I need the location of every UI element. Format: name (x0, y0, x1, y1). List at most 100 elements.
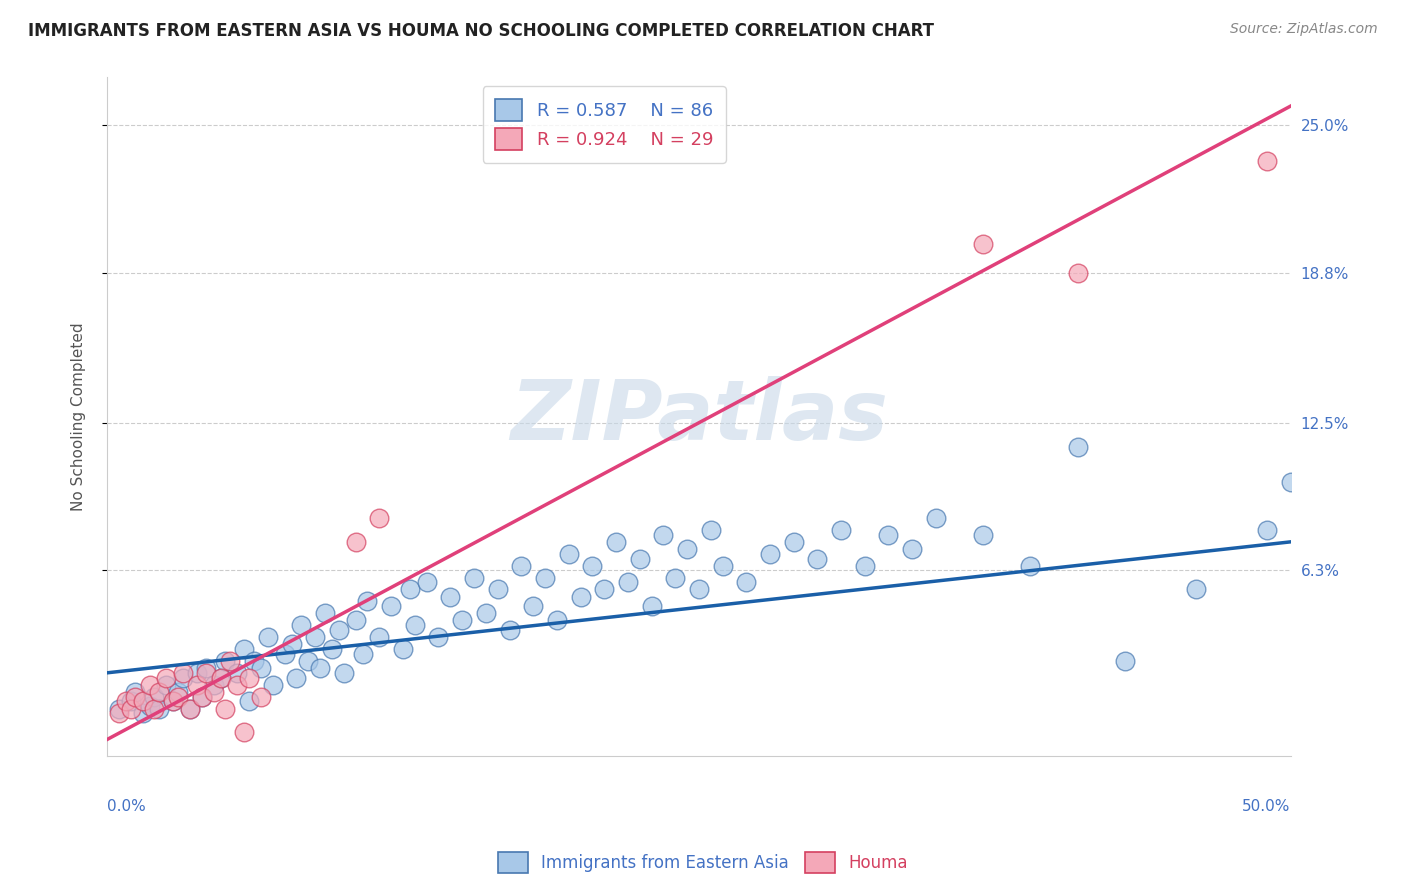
Point (138, 699, 160, 714)
Point (664, 570, 686, 584)
Point (309, 661, 332, 675)
Point (297, 654, 319, 668)
Point (143, 701, 166, 715)
Point (167, 685, 190, 699)
Text: ZIPatlas: ZIPatlas (510, 376, 887, 458)
Point (131, 706, 153, 721)
Point (250, 661, 273, 675)
Point (486, 582, 509, 597)
Point (238, 671, 260, 685)
Point (250, 690, 273, 704)
Point (830, 523, 852, 537)
Point (593, 582, 616, 597)
Point (328, 623, 350, 637)
Point (399, 582, 422, 597)
Point (179, 701, 201, 715)
Point (186, 665, 208, 680)
Point (167, 690, 190, 704)
Point (439, 590, 461, 604)
Point (352, 647, 374, 661)
Point (356, 594, 378, 608)
Point (676, 541, 699, 556)
Point (972, 527, 994, 541)
Point (404, 618, 426, 632)
Point (368, 511, 391, 525)
Text: 50.0%: 50.0% (1243, 799, 1291, 814)
Point (451, 614, 474, 628)
Point (108, 706, 131, 721)
Point (924, 511, 946, 525)
Point (155, 678, 177, 692)
Point (233, 725, 256, 739)
Point (143, 690, 166, 704)
Point (510, 558, 533, 573)
Point (628, 551, 651, 566)
Point (475, 607, 498, 621)
Text: 0.0%: 0.0% (107, 799, 146, 814)
Point (1066, 266, 1088, 280)
Point (1279, 475, 1302, 490)
Point (257, 630, 280, 644)
Point (148, 685, 170, 699)
Point (1066, 440, 1088, 454)
Point (877, 527, 900, 541)
Point (759, 547, 782, 561)
Point (415, 575, 437, 590)
Text: IMMIGRANTS FROM EASTERN ASIA VS HOUMA NO SCHOOLING COMPLETED CORRELATION CHART: IMMIGRANTS FROM EASTERN ASIA VS HOUMA NO… (28, 22, 934, 40)
Point (280, 637, 302, 651)
Point (131, 694, 153, 708)
Point (219, 654, 242, 668)
Point (290, 618, 312, 632)
Point (901, 541, 924, 556)
Point (155, 671, 177, 685)
Point (498, 623, 520, 637)
Point (191, 690, 214, 704)
Point (202, 685, 225, 699)
Text: Source: ZipAtlas.com: Source: ZipAtlas.com (1230, 22, 1378, 37)
Point (782, 534, 804, 549)
Point (735, 575, 758, 590)
Point (304, 630, 326, 644)
Point (233, 642, 256, 657)
Point (202, 678, 225, 692)
Point (195, 665, 218, 680)
Point (214, 654, 236, 668)
Y-axis label: No Schooling Completed: No Schooling Completed (72, 323, 86, 511)
Point (652, 527, 675, 541)
Point (427, 630, 450, 644)
Point (120, 694, 142, 708)
Point (392, 642, 415, 657)
Point (285, 671, 308, 685)
Point (1114, 654, 1136, 668)
Point (162, 694, 184, 708)
Point (179, 701, 201, 715)
Point (124, 690, 146, 704)
Point (108, 701, 131, 715)
Point (581, 558, 603, 573)
Point (688, 582, 710, 597)
Legend: R = 0.587    N = 86, R = 0.924    N = 29: R = 0.587 N = 86, R = 0.924 N = 29 (482, 87, 725, 163)
Point (238, 694, 260, 708)
Point (1019, 558, 1042, 573)
Point (243, 654, 266, 668)
Point (700, 523, 723, 537)
Point (273, 647, 295, 661)
Point (546, 614, 568, 628)
Point (1185, 582, 1208, 597)
Point (640, 599, 662, 614)
Point (463, 570, 485, 584)
Point (333, 665, 356, 680)
Point (344, 614, 367, 628)
Point (214, 701, 236, 715)
Point (605, 534, 627, 549)
Point (262, 678, 284, 692)
Point (522, 599, 544, 614)
Point (191, 690, 214, 704)
Point (195, 661, 218, 675)
Point (186, 678, 208, 692)
Point (172, 665, 194, 680)
Point (617, 575, 640, 590)
Point (1256, 523, 1278, 537)
Point (209, 671, 232, 685)
Point (972, 237, 994, 252)
